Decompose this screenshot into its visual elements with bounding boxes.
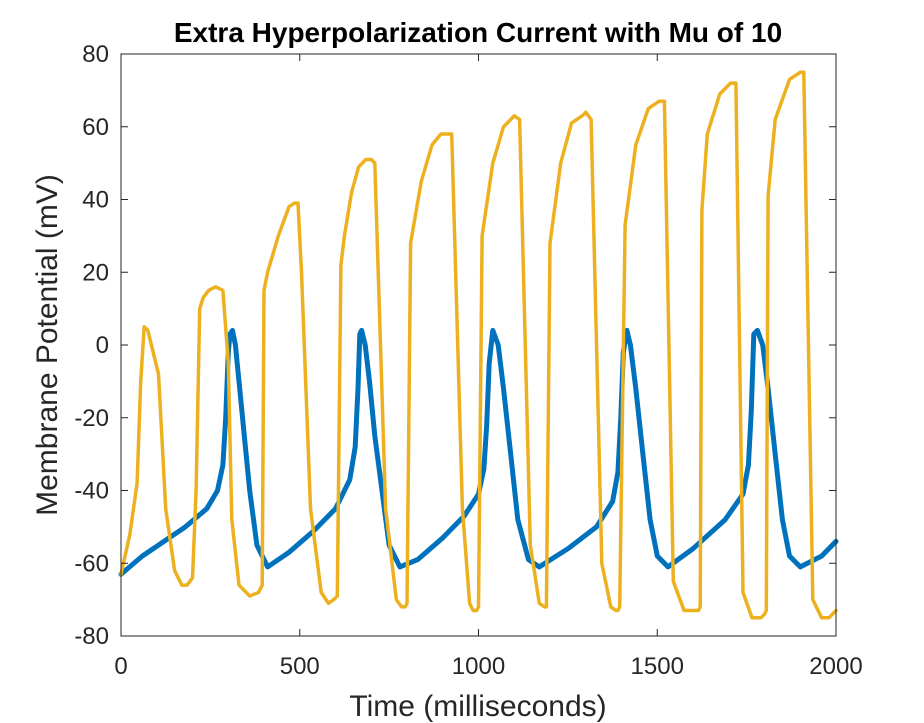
series-line-2 [119,70,838,620]
x-axis-label: Time (milliseconds) [349,690,606,723]
tick-labels-layer: 0 500 1000 1500 2000 -80 -60 -40 -20 0 20 40 60 80 [74,41,862,680]
ticks-layer [120,53,837,637]
x-tick-label: 500 [280,653,320,680]
x-tick-label: 1500 [631,653,684,680]
x-tick-label: 2000 [809,653,862,680]
y-tick-label: 40 [82,187,109,214]
x-tick-label: 0 [114,653,127,680]
y-tick-label: -60 [74,550,109,577]
x-tick-label: 1000 [452,653,505,680]
y-tick-label: -20 [74,405,109,432]
series-layer [118,70,839,620]
y-tick-label: 80 [82,41,109,68]
y-tick-label: 60 [82,114,109,141]
chart-title: Extra Hyperpolarization Current with Mu … [174,17,782,48]
y-tick-label: -40 [74,478,109,505]
y-tick-label: 20 [82,259,109,286]
y-axis-label: Membrane Potential (mV) [31,174,64,516]
y-tick-label: 0 [96,332,109,359]
y-tick-label: -80 [74,623,109,650]
